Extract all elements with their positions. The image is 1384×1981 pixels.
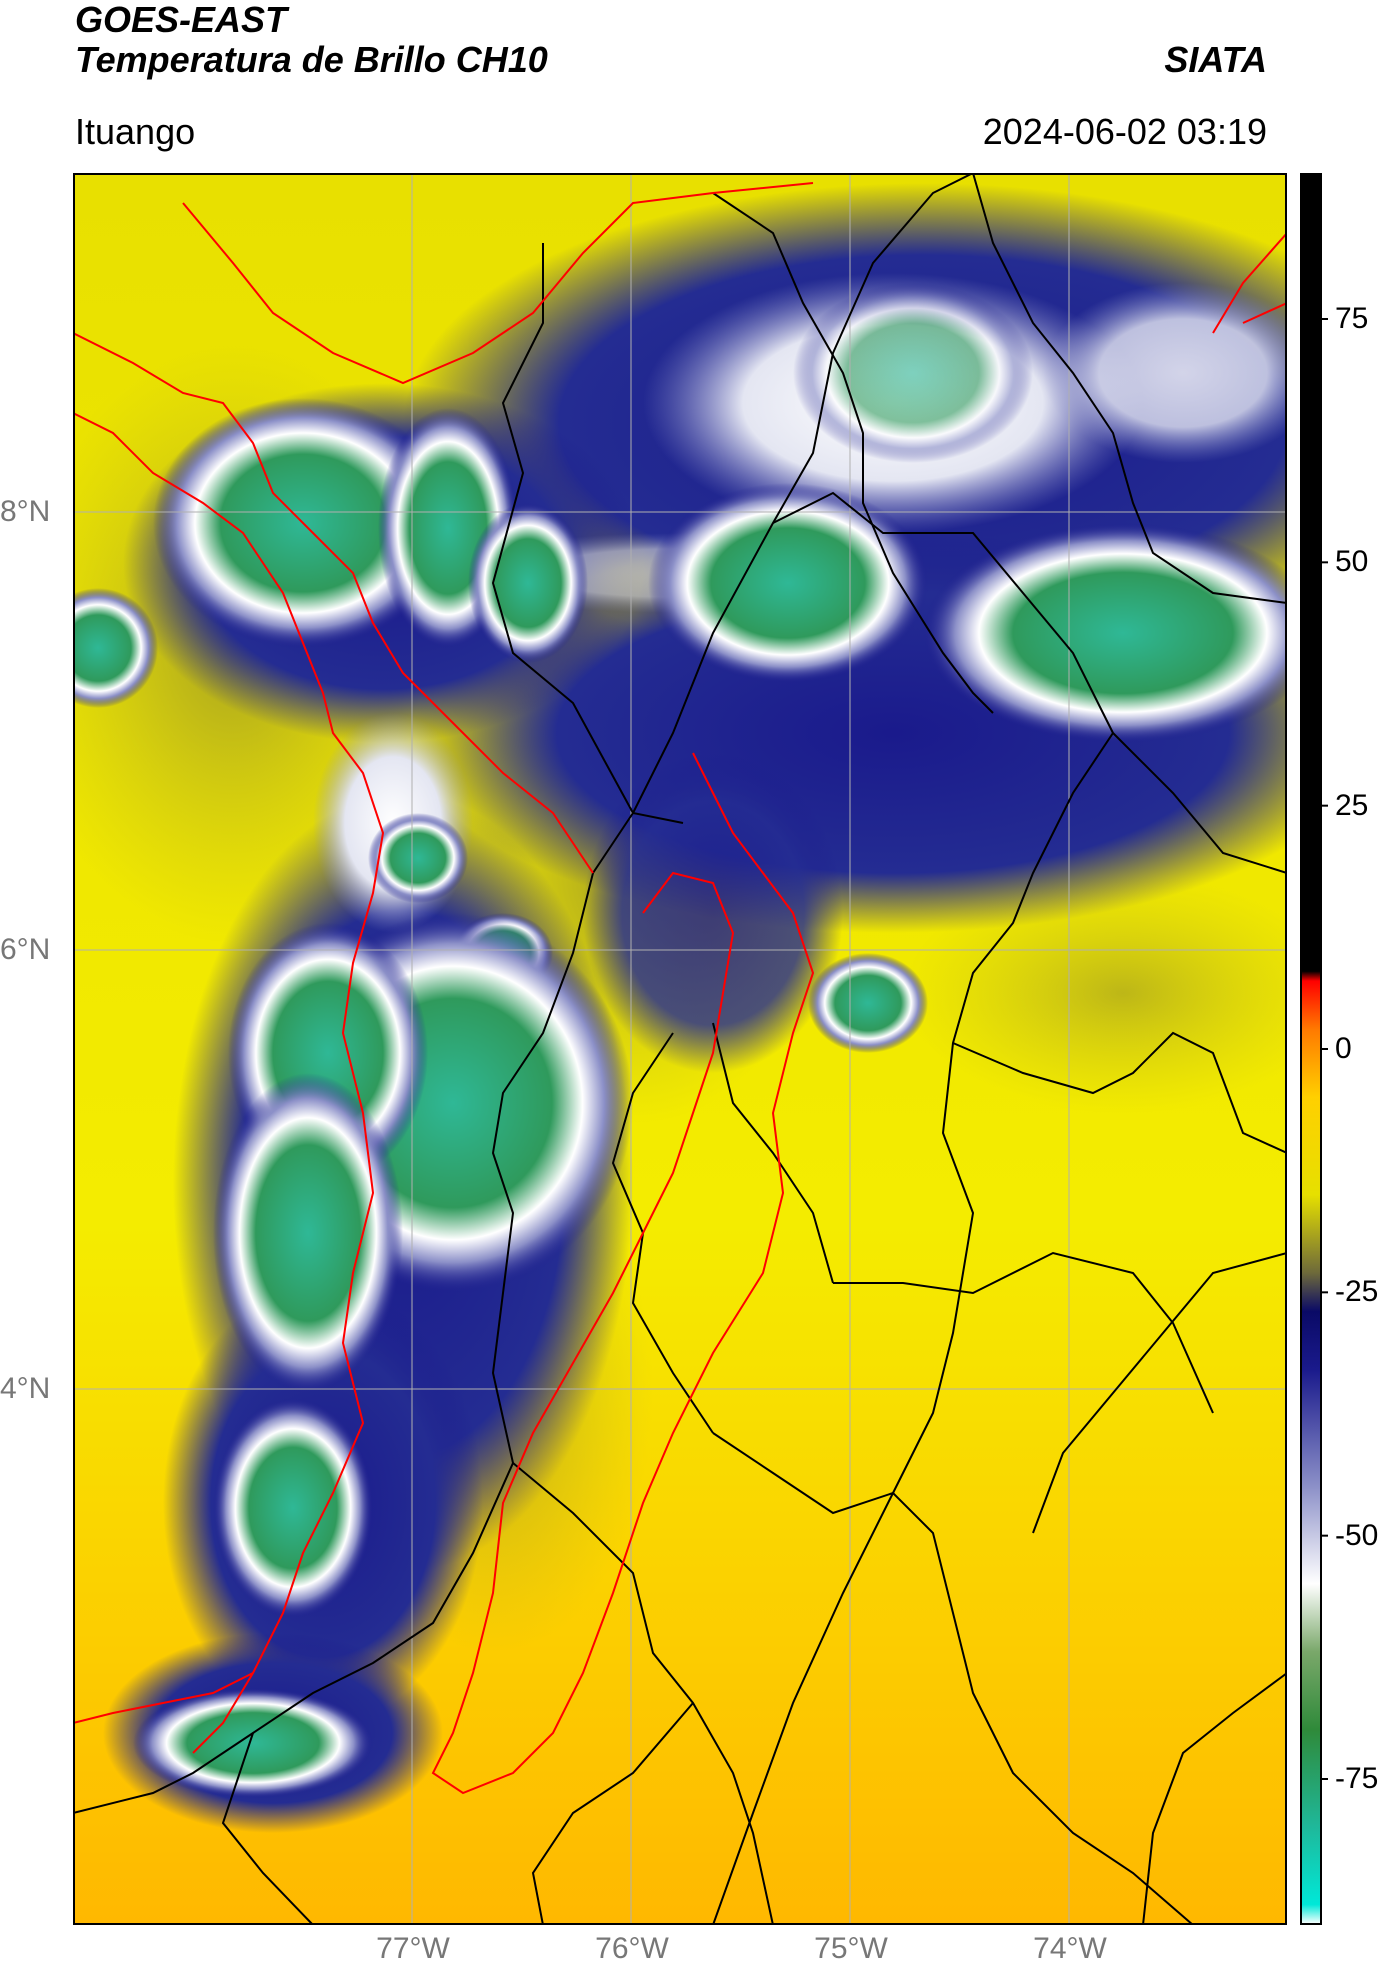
lon-tick-label: 76°W <box>595 1932 669 1965</box>
lat-tick-label: 6°N <box>0 933 51 966</box>
gridlines <box>73 173 1287 1925</box>
colorbar-tick-label: 0 <box>1335 1032 1352 1065</box>
department-borders <box>73 173 1287 1925</box>
lon-tick-label: 74°W <box>1033 1932 1107 1965</box>
datetime-label: 2024-06-02 03:19 <box>982 111 1267 152</box>
colorbar-tick-label: 50 <box>1335 545 1369 579</box>
lat-tick-label: 4°N <box>0 1372 51 1405</box>
colorbar-tick-label: -25 <box>1335 1275 1379 1309</box>
highlight-borders <box>73 182 1287 1795</box>
colorbar-tick-label: 25 <box>1335 788 1369 822</box>
org-label: SIATA <box>1164 39 1267 80</box>
lat-tick-label: 8°N <box>0 495 51 528</box>
brightness-temperature-map <box>73 173 1287 1925</box>
colorbar <box>1300 173 1328 1925</box>
colorbar-tick-label: -75 <box>1335 1762 1379 1795</box>
lon-tick-label: 75°W <box>814 1932 888 1965</box>
lon-tick-label: 77°W <box>376 1932 450 1965</box>
title-product: Temperatura de Brillo CH10 <box>75 39 548 80</box>
colorbar-tick-label: 75 <box>1335 302 1369 335</box>
title-satellite: GOES-EAST <box>75 0 288 40</box>
location-label: Ituango <box>75 111 196 152</box>
colorbar-tick-label: -50 <box>1335 1518 1379 1552</box>
colorbar-gradient <box>1300 173 1322 1925</box>
